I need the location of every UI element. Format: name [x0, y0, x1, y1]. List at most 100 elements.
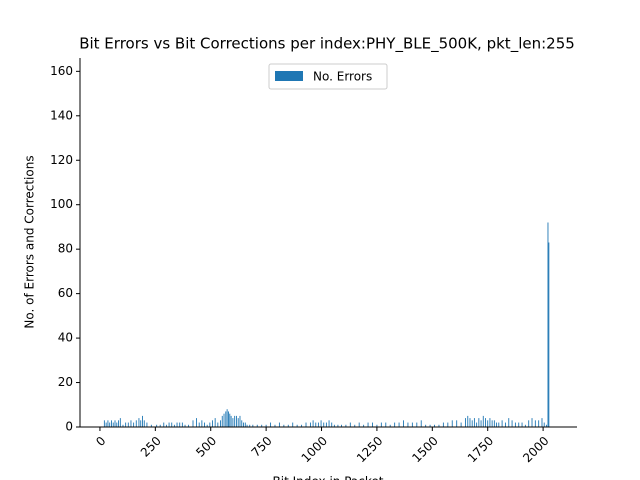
bar — [146, 422, 148, 427]
x-tick-label: 0 — [93, 434, 108, 449]
bar — [385, 422, 387, 427]
bar — [119, 418, 121, 427]
y-tick-label: 40 — [58, 331, 73, 345]
x-tick-label: 2000 — [520, 434, 551, 465]
bar — [469, 418, 471, 427]
bar — [103, 420, 105, 427]
bar — [416, 422, 418, 427]
bar — [107, 420, 109, 427]
x-tick-label: 250 — [138, 434, 164, 460]
bar — [165, 424, 167, 427]
bar — [235, 415, 237, 427]
bar — [358, 422, 360, 427]
bar — [333, 424, 335, 427]
bar — [434, 424, 435, 427]
bar — [498, 422, 500, 427]
legend-swatch — [275, 71, 303, 81]
bar — [261, 424, 263, 427]
bar — [521, 422, 523, 427]
bar — [528, 420, 530, 427]
bar — [179, 422, 181, 427]
bar — [367, 422, 369, 427]
bar — [328, 420, 330, 427]
bar — [476, 422, 478, 427]
bar — [214, 418, 216, 427]
x-tick-label: 1750 — [465, 434, 496, 465]
bar — [274, 424, 276, 427]
bar — [156, 424, 158, 427]
bar — [111, 420, 112, 427]
bar — [312, 420, 314, 427]
bar — [114, 420, 116, 427]
bar — [471, 420, 473, 427]
bar — [150, 424, 152, 427]
bar — [511, 420, 513, 427]
bar — [504, 422, 506, 427]
bar — [491, 420, 493, 427]
bar — [301, 424, 303, 427]
bar — [209, 422, 211, 427]
y-tick-label: 160 — [50, 64, 73, 78]
bar — [244, 422, 246, 427]
bar — [228, 411, 229, 427]
bar — [485, 418, 486, 427]
y-tick-label: 100 — [50, 197, 73, 211]
bar — [305, 422, 307, 427]
bar — [480, 420, 482, 427]
bar — [232, 418, 234, 427]
bar — [487, 420, 489, 427]
bar — [547, 222, 549, 427]
bar — [127, 422, 129, 427]
bar — [133, 422, 135, 427]
bar — [489, 418, 491, 427]
bar — [317, 422, 319, 427]
bar — [531, 418, 533, 427]
bar — [534, 420, 536, 427]
bar — [163, 422, 165, 427]
bar — [447, 422, 449, 427]
bar — [372, 422, 373, 427]
bar — [465, 418, 466, 427]
y-tick-label: 0 — [65, 420, 73, 434]
bar — [473, 418, 475, 427]
bar — [217, 422, 219, 427]
bar — [142, 415, 143, 427]
bar — [109, 422, 111, 427]
chart-title: Bit Errors vs Bit Corrections per index:… — [79, 35, 575, 54]
bar — [201, 420, 203, 427]
bar — [341, 424, 342, 427]
bar — [278, 422, 280, 427]
bar — [389, 424, 391, 427]
bar — [230, 415, 232, 427]
y-tick-label: 140 — [50, 108, 73, 122]
legend-box — [268, 63, 388, 90]
x-tick-label: 1000 — [299, 434, 330, 465]
bar — [394, 422, 396, 427]
y-tick-label: 60 — [58, 286, 73, 300]
bar — [376, 424, 378, 427]
bar — [442, 422, 444, 427]
bar — [252, 424, 254, 427]
bar — [420, 420, 422, 427]
bar — [320, 420, 322, 427]
bar — [543, 422, 545, 427]
legend: No. Errors — [268, 63, 388, 90]
bar — [237, 418, 239, 427]
bar — [225, 411, 227, 427]
bar — [538, 420, 540, 427]
bar — [323, 422, 325, 427]
bar — [241, 420, 243, 427]
bar — [456, 420, 458, 427]
bar — [460, 422, 462, 427]
bar — [292, 422, 294, 427]
bar — [325, 422, 327, 427]
x-axis-label: Bit Index in Packet — [273, 475, 384, 480]
bar — [478, 418, 480, 427]
bar — [496, 422, 498, 427]
bar — [122, 424, 124, 427]
x-tick-label: 1500 — [409, 434, 440, 465]
bar — [223, 413, 225, 427]
bar — [438, 424, 440, 427]
bar — [315, 422, 317, 427]
